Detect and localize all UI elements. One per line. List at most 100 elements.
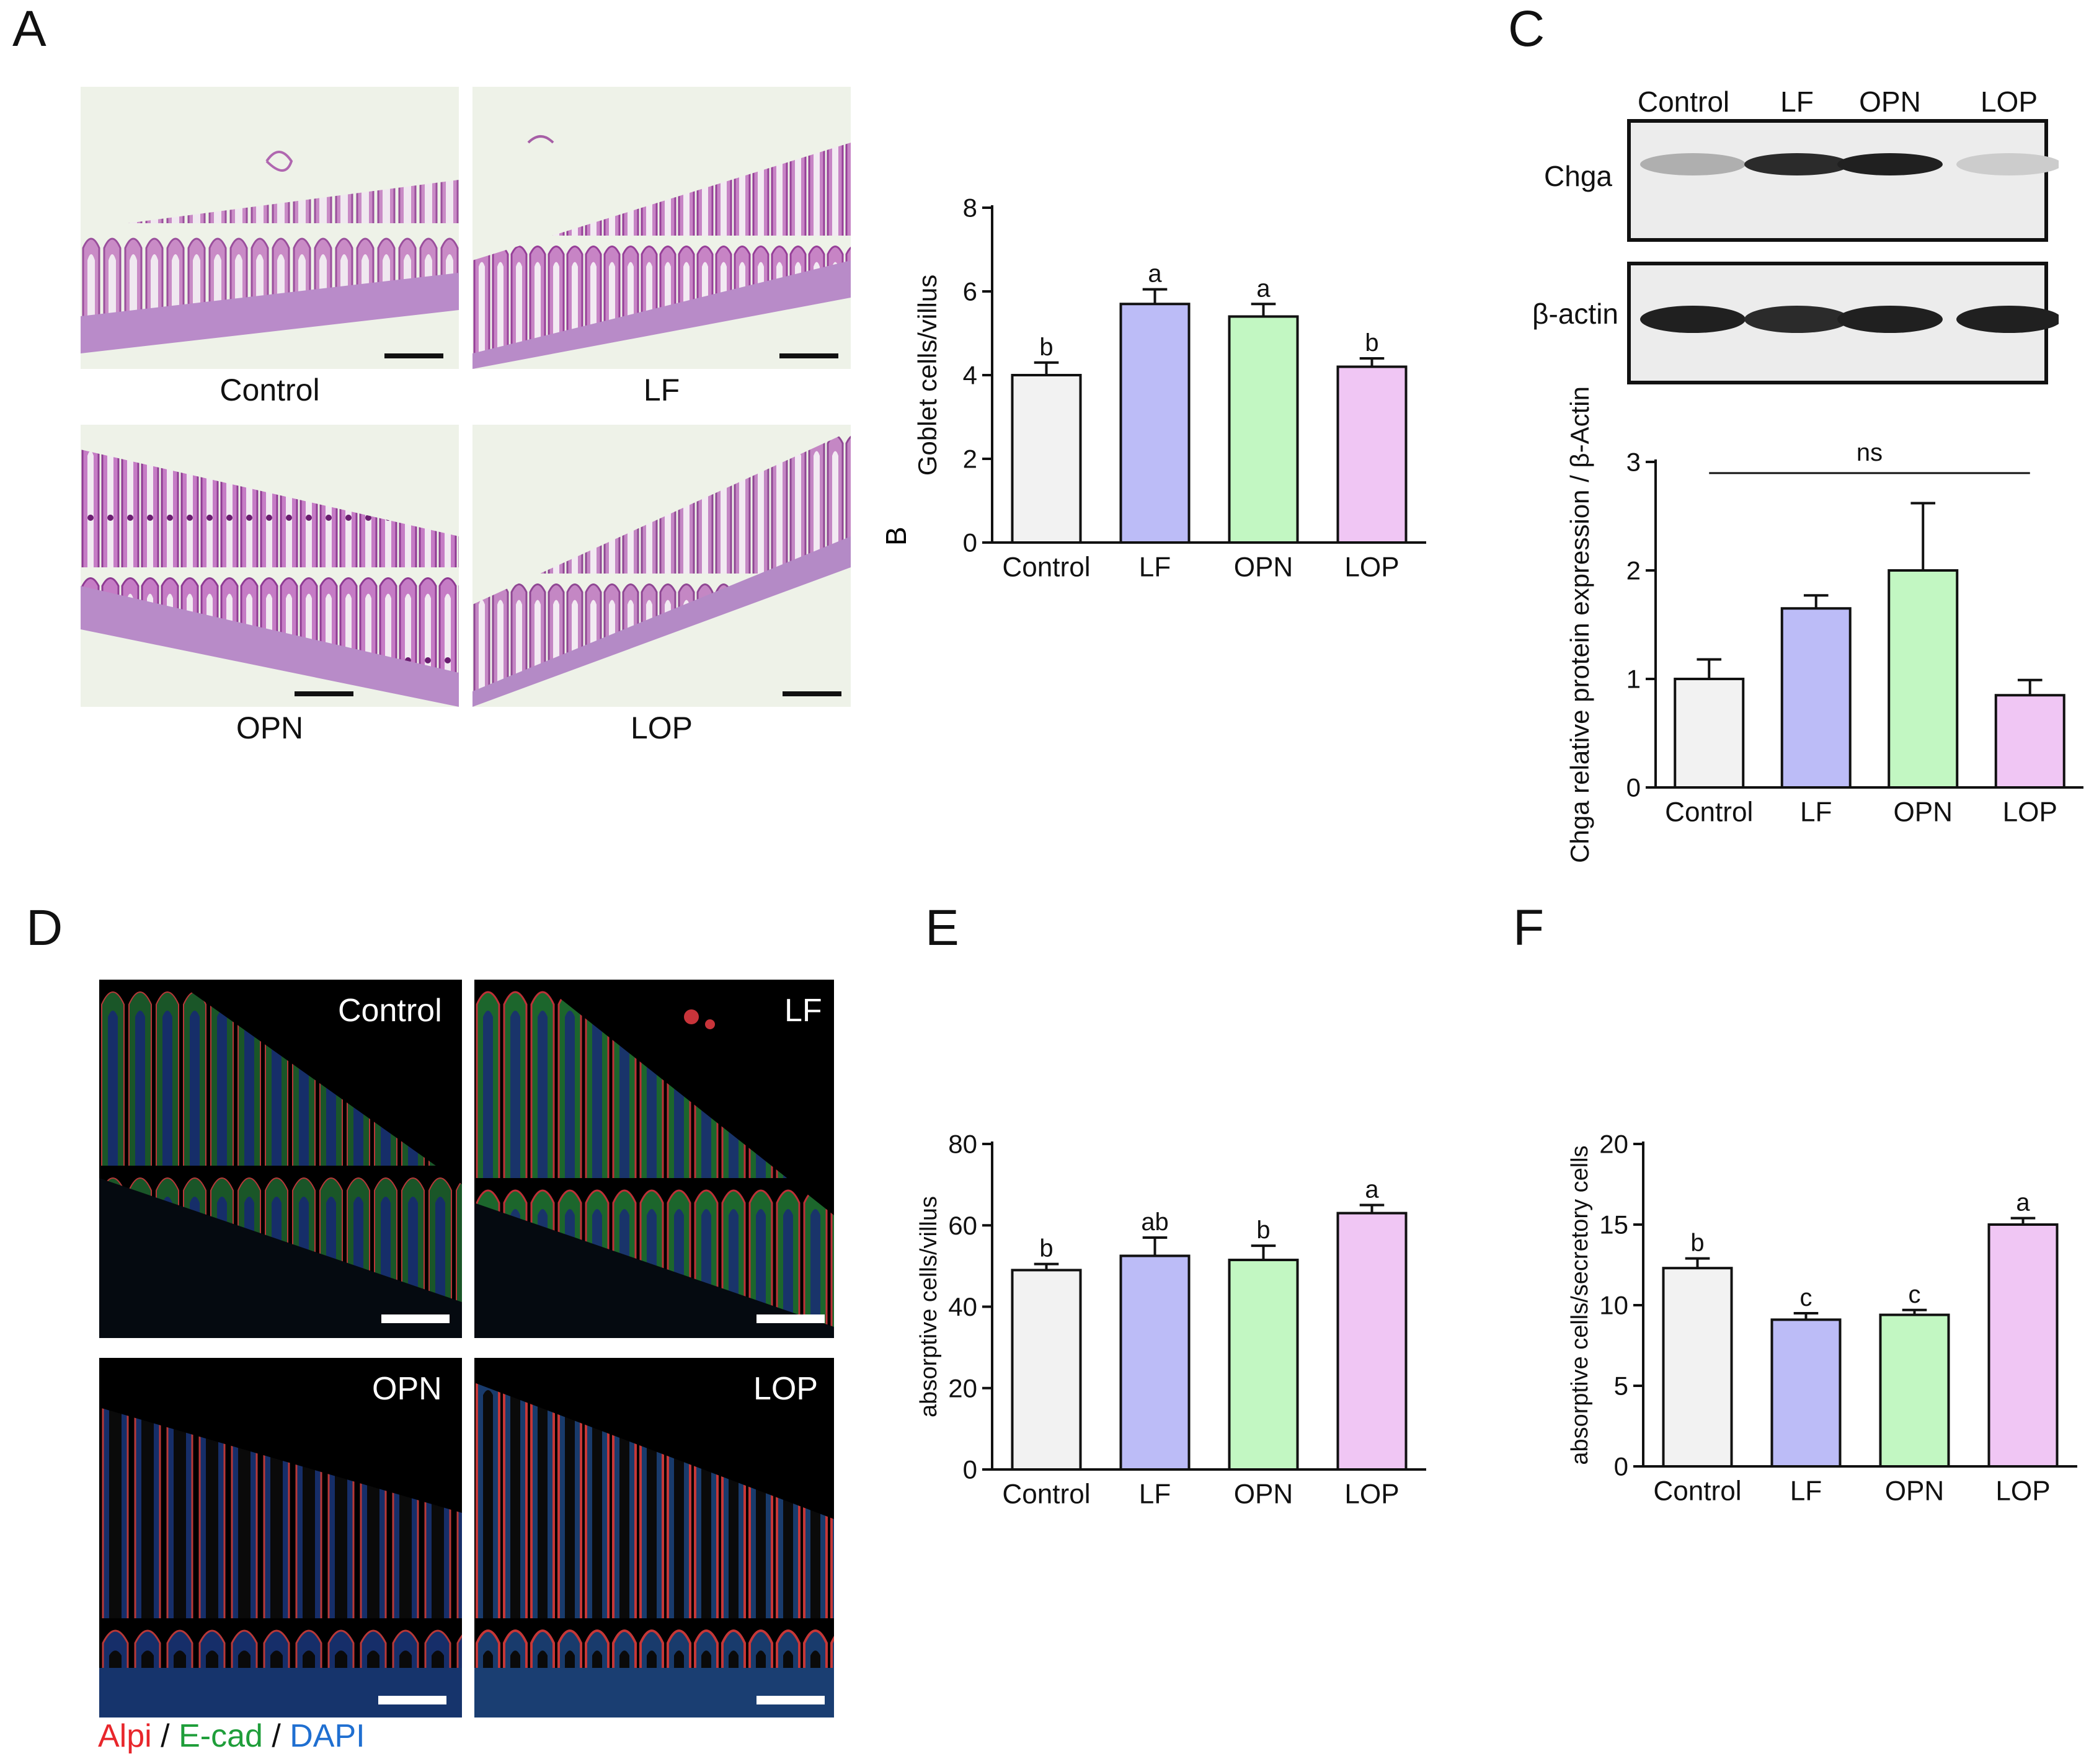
y-tick-label: 4 bbox=[963, 361, 977, 390]
x-tick-label-control: Control bbox=[1653, 1476, 1741, 1507]
bar-lf bbox=[1119, 303, 1191, 544]
blot-row-label-actin: β-actin bbox=[1532, 298, 1618, 330]
sig-letter-opn: b bbox=[1256, 1217, 1270, 1244]
x-tick-label-lop: LOP bbox=[1344, 1479, 1399, 1510]
sig-letter-opn: a bbox=[1256, 275, 1271, 302]
bar-opn bbox=[1888, 569, 1959, 789]
legend-alpi: Alpi bbox=[98, 1718, 152, 1754]
panel-label-d: D bbox=[26, 900, 63, 956]
y-tick-label: 3 bbox=[1626, 448, 1641, 477]
y-tick-label: 10 bbox=[1599, 1291, 1628, 1320]
bar-lop bbox=[1994, 694, 2065, 789]
blot-band-chga-0 bbox=[1640, 153, 1746, 175]
y-tick-label: 40 bbox=[948, 1292, 977, 1321]
y-tick-label: 0 bbox=[963, 528, 977, 557]
sig-letter-control: b bbox=[1039, 1235, 1053, 1262]
bar-lf bbox=[1119, 1254, 1191, 1471]
if-label-opn: OPN bbox=[372, 1371, 442, 1407]
panel-label-f: F bbox=[1513, 900, 1545, 956]
y-tick-label: 0 bbox=[963, 1455, 977, 1484]
y-tick-label: 0 bbox=[1626, 773, 1641, 802]
histology-label-opn: OPN bbox=[236, 711, 304, 745]
if-label-control: Control bbox=[338, 993, 442, 1029]
blot-lane-label-lop: LOP bbox=[1981, 86, 2038, 118]
x-tick-label-lf: LF bbox=[1800, 797, 1832, 828]
x-tick-label-control: Control bbox=[1002, 1479, 1090, 1510]
bar-opn bbox=[1228, 1259, 1299, 1471]
chart-c: 0 1 2 3 Control LF OPN LOP Chga relative protein… bbox=[1565, 386, 2083, 863]
sig-letter-lop: b bbox=[1365, 329, 1378, 357]
x-tick-label-control: Control bbox=[1665, 797, 1753, 828]
if-label-lop: LOP bbox=[753, 1371, 819, 1407]
blot-band-actin-1 bbox=[1744, 306, 1850, 333]
bar-control bbox=[1011, 1269, 1082, 1471]
panel-label-c: C bbox=[1508, 1, 1545, 57]
bar-control bbox=[1662, 1267, 1733, 1468]
histology-label-lop: LOP bbox=[630, 711, 693, 745]
chart-e: 0 20 40 60 80 b Control ab LF b OPN a LOP absorptive … bbox=[916, 1130, 1426, 1510]
blot-lane-label-lf: LF bbox=[1780, 86, 1814, 118]
if-label-lf: LF bbox=[784, 993, 822, 1029]
blot-band-actin-2 bbox=[1837, 306, 1943, 333]
x-tick-label-lf: LF bbox=[1139, 1479, 1171, 1510]
panel-label-a: A bbox=[12, 1, 47, 57]
y-axis-label: Chga relative protein expression / β-Act… bbox=[1565, 386, 1594, 863]
x-tick-label-control: Control bbox=[1002, 552, 1090, 583]
bar-lf bbox=[1780, 607, 1852, 789]
sig-letter-lf: c bbox=[1800, 1284, 1812, 1311]
histology-image-control bbox=[81, 87, 459, 369]
y-axis-label: absorptive cells/villus bbox=[916, 1196, 942, 1417]
sig-letter-lop: a bbox=[2016, 1189, 2030, 1217]
x-tick-label-lf: LF bbox=[1790, 1476, 1822, 1507]
blot-band-actin-3 bbox=[1956, 306, 2059, 333]
y-tick-label: 1 bbox=[1626, 665, 1641, 694]
bar-opn bbox=[1879, 1313, 1950, 1468]
y-tick-label: 2 bbox=[963, 445, 977, 474]
if-image-opn bbox=[99, 1358, 462, 1717]
y-tick-label: 80 bbox=[948, 1130, 977, 1159]
sig-letter-lf: a bbox=[1148, 260, 1162, 288]
if-image-lop bbox=[474, 1358, 834, 1717]
sig-letter-lop: a bbox=[1365, 1176, 1379, 1203]
x-tick-label-lop: LOP bbox=[2003, 797, 2057, 828]
y-axis-label: Goblet cells/villus bbox=[913, 275, 942, 476]
western-blot: Control LF OPN LOP Chga β-actin bbox=[1532, 86, 2059, 384]
blot-band-chga-1 bbox=[1744, 153, 1850, 175]
bar-control bbox=[1011, 374, 1082, 544]
x-tick-label-lop: LOP bbox=[1995, 1476, 2050, 1507]
x-tick-label-opn: OPN bbox=[1234, 1479, 1293, 1510]
bar-lop bbox=[1987, 1223, 2059, 1468]
legend-dapi: DAPI bbox=[290, 1718, 365, 1754]
y-tick-label: 20 bbox=[1599, 1130, 1628, 1159]
bar-opn bbox=[1228, 315, 1299, 544]
chart-f: 0 5 10 15 20 b Control c LF c OPN a LOP absorptive ce… bbox=[1567, 1130, 2077, 1507]
y-axis-label: absorptive cells/secretory cells bbox=[1567, 1145, 1593, 1465]
if-image-control bbox=[99, 980, 462, 1338]
bar-lf bbox=[1770, 1318, 1842, 1468]
y-tick-label: 0 bbox=[1614, 1452, 1628, 1481]
ns-label: ns bbox=[1857, 439, 1883, 466]
y-tick-label: 5 bbox=[1614, 1372, 1628, 1401]
y-tick-label: 2 bbox=[1626, 556, 1641, 585]
chart-b: 0 2 4 6 8 b Control a LF a OPN b LOP Goblet cells/vil… bbox=[913, 193, 1426, 583]
if-channel-legend: Alpi / E-cad / DAPI bbox=[98, 1717, 365, 1755]
panel-label-e: E bbox=[925, 900, 959, 956]
x-tick-label-opn: OPN bbox=[1893, 797, 1953, 828]
histology-image-lop bbox=[472, 425, 851, 707]
sig-letter-control: b bbox=[1690, 1230, 1704, 1257]
blot-lane-label-opn: OPN bbox=[1859, 86, 1921, 118]
y-tick-label: 20 bbox=[948, 1373, 977, 1403]
histology-image-opn bbox=[81, 425, 459, 707]
bar-lop bbox=[1336, 1212, 1408, 1471]
bar-lop bbox=[1336, 365, 1408, 544]
y-tick-label: 8 bbox=[963, 193, 977, 223]
blot-band-chga-3 bbox=[1956, 153, 2059, 175]
histology-label-lf: LF bbox=[643, 373, 680, 407]
legend-sep-1: / bbox=[151, 1718, 179, 1754]
blot-strip-chga bbox=[1627, 119, 2048, 242]
blot-band-actin-0 bbox=[1640, 306, 1746, 333]
legend-ecad: E-cad bbox=[179, 1718, 263, 1754]
y-tick-label: 15 bbox=[1599, 1210, 1628, 1239]
blot-band-chga-2 bbox=[1837, 153, 1943, 175]
sig-letter-lf: ab bbox=[1141, 1208, 1168, 1236]
